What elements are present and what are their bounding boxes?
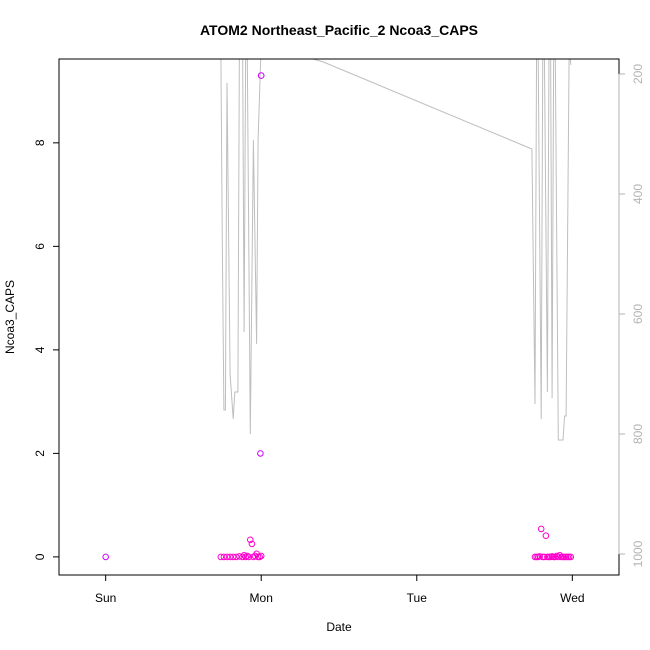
data-point xyxy=(567,553,575,561)
y2-tick-label: 800 xyxy=(631,424,645,444)
data-point xyxy=(236,553,243,560)
y-axis-label: Ncoa3_CAPS xyxy=(3,280,17,354)
y-tick-label: 4 xyxy=(33,346,47,353)
y-axis: 0 2 4 6 8 xyxy=(33,139,60,560)
data-point xyxy=(229,553,237,561)
depth-line xyxy=(220,59,572,441)
x-tick-label: Tue xyxy=(407,591,428,605)
data-point xyxy=(247,536,254,544)
points-layer xyxy=(102,72,575,561)
data-point xyxy=(541,553,548,561)
data-point xyxy=(226,553,234,561)
data-point xyxy=(242,553,249,561)
x-axis-label: Date xyxy=(326,620,352,634)
data-point xyxy=(243,552,251,560)
data-point xyxy=(220,553,228,561)
data-point xyxy=(537,525,545,533)
data-point xyxy=(555,553,562,561)
y2-tick-label: 200 xyxy=(631,64,645,84)
y2-tick-label: 600 xyxy=(631,304,645,324)
y-tick-label: 0 xyxy=(33,553,47,560)
data-point xyxy=(245,553,253,561)
y2-tick-label: 400 xyxy=(631,184,645,204)
data-point xyxy=(239,553,246,561)
data-point xyxy=(536,553,544,560)
x-tick-label: Sun xyxy=(95,591,116,605)
data-point xyxy=(233,553,240,561)
data-point xyxy=(257,552,265,560)
y2-tick-label: 1000 xyxy=(631,540,645,567)
y-tick-label: 8 xyxy=(33,139,47,146)
data-point xyxy=(248,540,256,548)
x-tick-label: Wed xyxy=(560,591,584,605)
data-point xyxy=(257,450,264,457)
y-tick-label: 2 xyxy=(33,450,47,457)
x-tick-label: Mon xyxy=(250,591,273,605)
chart-title: ATOM2 Northeast_Pacific_2 Ncoa3_CAPS xyxy=(200,22,478,38)
y2-axis: 200 400 600 800 1000 xyxy=(618,64,645,567)
data-point xyxy=(256,553,264,561)
data-point xyxy=(257,72,265,79)
data-point xyxy=(542,532,550,540)
x-axis: Sun Mon Tue Wed xyxy=(95,574,585,605)
depth-line-layer xyxy=(220,59,572,441)
data-point xyxy=(553,552,561,560)
data-point xyxy=(217,553,225,561)
data-point xyxy=(102,553,109,561)
y-tick-label: 6 xyxy=(33,243,47,250)
data-point xyxy=(223,553,231,561)
